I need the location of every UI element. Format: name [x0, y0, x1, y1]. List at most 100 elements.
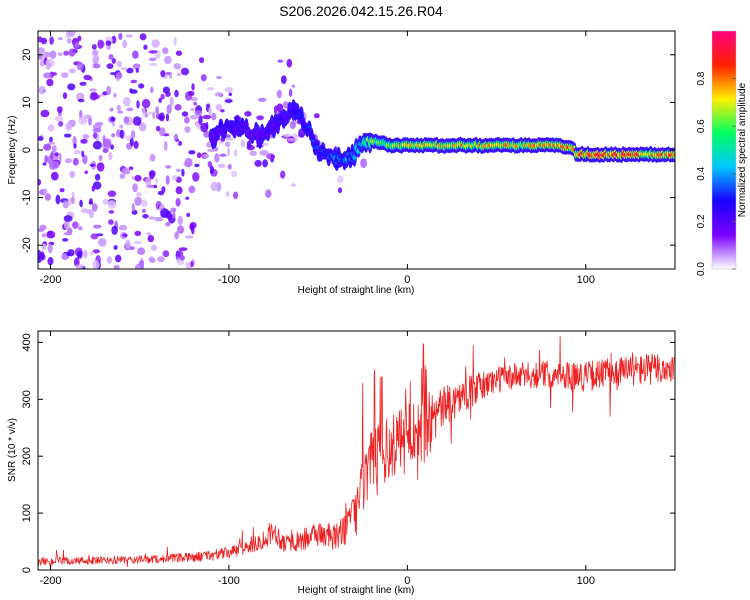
spectrogram-cell — [154, 178, 159, 184]
spectrogram-ridge-core — [299, 112, 304, 118]
spectrogram-cell — [38, 85, 46, 95]
spectrogram-cell — [110, 144, 114, 150]
spectrogram-cell — [224, 87, 234, 93]
spectrogram-cell — [233, 191, 239, 200]
spectrogram-cell — [165, 222, 171, 227]
spectrogram-cell — [287, 138, 297, 142]
spectrogram-cell — [74, 42, 80, 49]
spectrogram-cell — [69, 170, 76, 178]
spectrogram-cell — [65, 122, 73, 131]
spectrogram-cell — [44, 193, 52, 201]
spectrogram-cell — [80, 138, 88, 144]
y-tick-label: 100 — [21, 504, 33, 522]
spectrogram-ridge-core — [672, 153, 675, 157]
spectrogram-cell — [233, 149, 238, 157]
spectrogram-cell — [79, 81, 87, 86]
spectrogram-cell — [288, 88, 293, 97]
snr-panel: -200 -100 0 100 0 100 200 300 400 Height of str… — [7, 330, 676, 596]
spectrogram-cell — [313, 113, 320, 119]
spectrogram-cell — [72, 136, 77, 146]
x-tick-label: 0 — [404, 575, 410, 587]
spectrogram-cell — [82, 134, 90, 140]
spectrogram-cell — [177, 225, 185, 234]
spectrogram-cell — [92, 123, 102, 130]
spectrogram-cell — [120, 67, 128, 71]
spectrogram-cell — [277, 59, 284, 63]
spectrogram-cell — [160, 208, 170, 218]
spectrogram-cell — [148, 50, 158, 54]
spectrogram-cell — [105, 40, 112, 46]
spectrogram-cell — [56, 106, 63, 113]
spectrogram-cell — [107, 200, 117, 209]
spectrogram-cell — [141, 199, 148, 208]
spectrogram-cell — [83, 74, 92, 81]
spectrogram-cell — [217, 163, 226, 168]
spectrogram-cell — [67, 83, 76, 91]
spectrogram-cell — [164, 55, 172, 65]
spectrogram-cell — [38, 249, 42, 260]
spectrogram-cell — [286, 58, 293, 68]
colorbar-frame — [711, 30, 737, 270]
spectrogram-cell — [180, 67, 190, 76]
spectrogram-cell — [150, 244, 158, 251]
spectrogram-cell — [128, 166, 134, 170]
spectrogram-ridge-core — [234, 120, 239, 124]
spectrogram-cell — [126, 67, 134, 74]
spectrogram-cell — [290, 183, 297, 187]
spectrogram-cell — [66, 38, 72, 44]
spectrogram-cell — [181, 168, 185, 177]
spectrogram-cell — [175, 138, 180, 143]
spectrogram-cell — [41, 233, 47, 238]
spectrogram-cell — [51, 72, 57, 76]
spectrogram-cell — [228, 163, 232, 170]
spectrogram-cell — [256, 115, 264, 121]
spectrogram-cell — [280, 75, 287, 84]
spectrogram-cell — [165, 165, 172, 169]
spectrogram-cell — [116, 60, 123, 68]
x-tick-label: -100 — [218, 274, 240, 286]
spectrogram-cell — [146, 232, 152, 236]
spectrogram-cell — [82, 154, 88, 165]
spectrogram-cell — [162, 47, 169, 55]
spectrogram-cell — [178, 141, 182, 146]
spectrogram-cell — [92, 140, 102, 150]
spectrogram-cell — [202, 114, 212, 120]
spectrogram-cell — [49, 36, 54, 45]
spectrogram-cell — [173, 63, 182, 70]
spectrogram-cell — [139, 33, 147, 41]
spectrogram-cell — [81, 150, 85, 158]
spectrogram-cell — [165, 72, 173, 76]
spectrogram-cell — [92, 260, 100, 269]
snr-y-axis-label: SNR (10 * v/v) — [7, 418, 18, 482]
spectrogram-cell — [131, 130, 136, 139]
spectrogram-cell — [38, 52, 42, 60]
spectrogram-cell — [155, 106, 159, 115]
spectrogram-cell — [94, 173, 101, 181]
spectrogram-cell — [89, 209, 94, 219]
spectrogram-cell — [337, 175, 344, 184]
spectrogram-cell — [42, 188, 48, 195]
spectrogram-cell — [159, 127, 166, 137]
spectrogram-cell — [210, 181, 218, 192]
spectrogram-cell — [135, 68, 139, 73]
colorbar-tick-label: 0.6 — [696, 119, 707, 133]
spectrogram-cell — [132, 63, 141, 70]
spectrogram-cell — [199, 57, 205, 64]
spectrogram-cell — [106, 256, 113, 264]
x-tick-label: -100 — [218, 575, 240, 587]
spectrogram-cell — [54, 115, 64, 122]
spectrogram-cell — [220, 137, 226, 142]
spectrogram-cell — [131, 175, 135, 181]
colorbar-label: Normalized spectral amplitude — [737, 82, 748, 217]
spectrogram-cell — [91, 185, 96, 192]
spectrogram-x-ticks: -200 -100 0 100 — [39, 31, 595, 286]
spectrogram-cell — [98, 154, 103, 162]
spectrogram-cell — [138, 122, 147, 132]
spectrogram-cell — [194, 163, 200, 168]
spectrogram-cell — [65, 158, 72, 164]
spectrogram-cell — [59, 188, 65, 193]
spectrogram-cell — [72, 221, 79, 230]
spectrogram-cell — [43, 72, 52, 79]
spectrogram-cell — [77, 98, 85, 103]
spectrogram-cell — [113, 245, 118, 250]
